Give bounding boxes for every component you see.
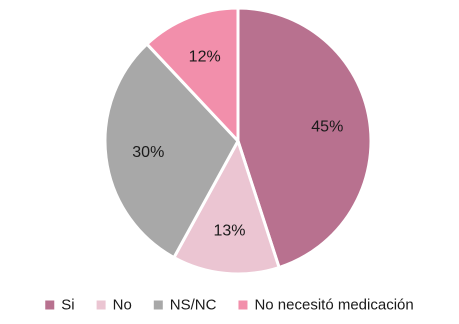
pie-slice-no-necesito-medicacion [145,6,240,143]
slice-label-si: 45% [311,118,343,135]
pie-slice-labels: 45% 13% 30% 12% [132,48,343,239]
pie-slice-ns-nc [103,42,240,260]
legend-swatch-no-necesito-medicacion [238,300,248,310]
pie-slices [103,6,373,276]
legend-label-no-necesito-medicacion: No necesitó medicación [254,297,413,314]
legend: Si No NS/NC No necesitó medicación [45,297,414,314]
legend-swatch-si [45,300,55,310]
slice-label-no: 13% [213,223,245,240]
pie-slice-si [236,6,373,269]
legend-swatch-no [96,300,106,310]
legend-swatch-ns-nc [153,300,163,310]
legend-label-no: No [113,297,132,314]
legend-label-si: Si [61,297,74,314]
slice-label-no-necesito-medicacion: 12% [189,48,221,65]
legend-label-ns-nc: NS/NC [170,297,217,314]
pie-slice-no [172,139,281,276]
slice-label-ns-nc: 30% [132,144,164,161]
